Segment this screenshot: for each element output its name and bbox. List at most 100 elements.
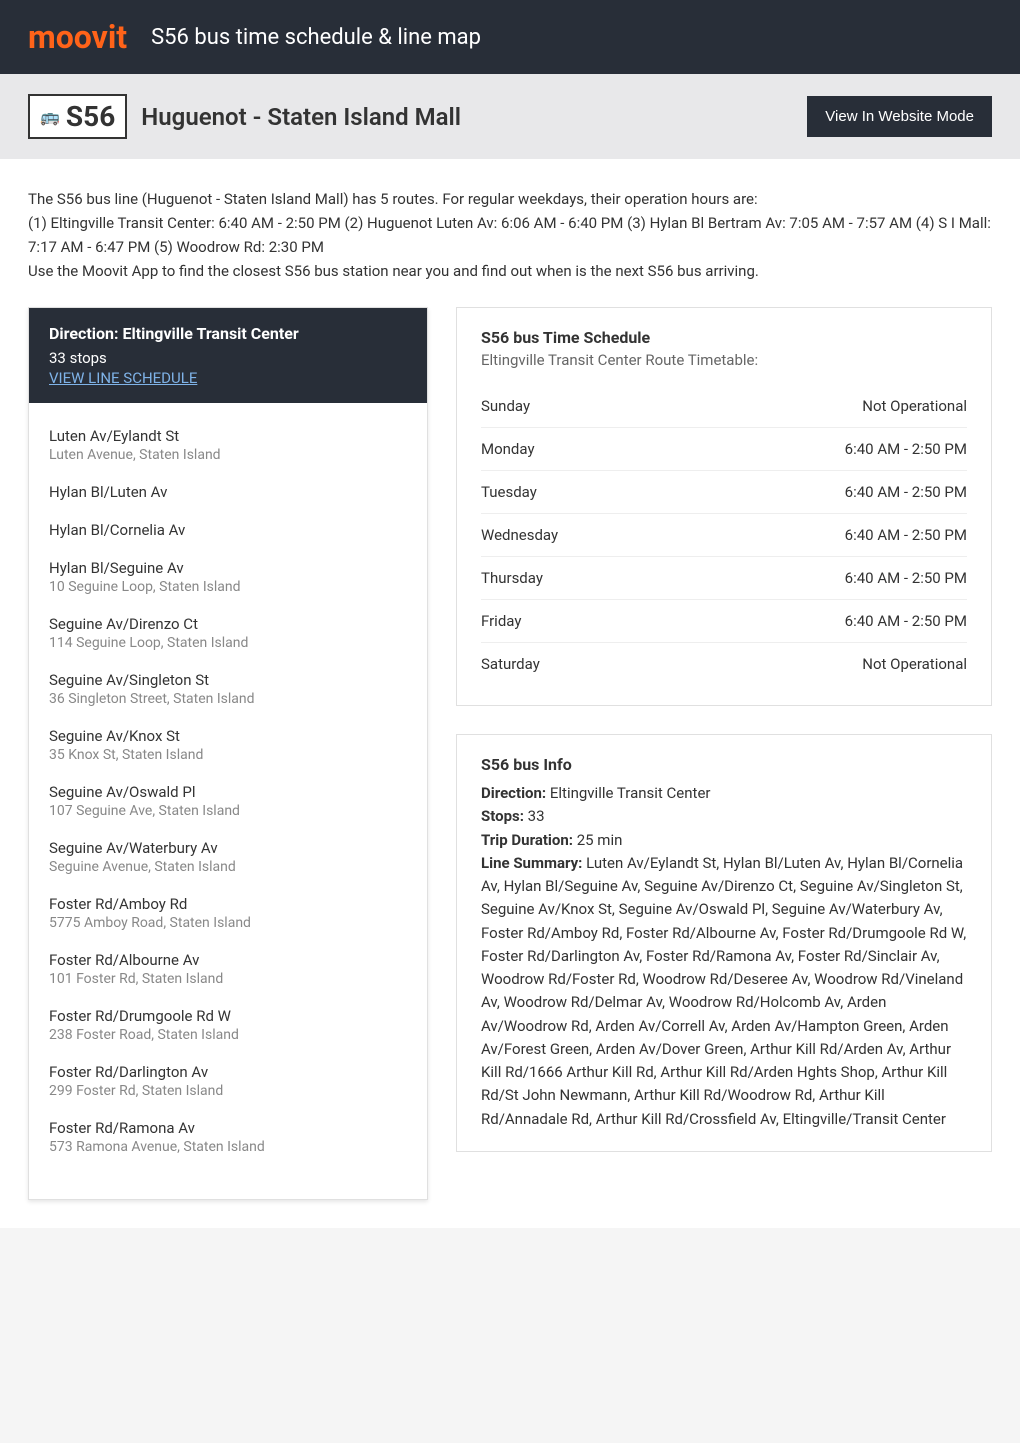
moovit-logo: moovit	[28, 18, 127, 56]
schedule-row: Wednesday 6:40 AM - 2:50 PM	[481, 514, 967, 557]
stop-address: 238 Foster Road, Staten Island	[49, 1027, 407, 1043]
schedule-day: Saturday	[481, 655, 540, 673]
stop-name: Foster Rd/Amboy Rd	[49, 895, 407, 913]
main-content: Direction: Eltingville Transit Center 33…	[0, 307, 1020, 1228]
stop-item: Foster Rd/Darlington Av 299 Foster Rd, St…	[49, 1063, 407, 1099]
schedule-card: S56 bus Time Schedule Eltingville Transi…	[456, 307, 992, 706]
info-summary-label: Line Summary:	[481, 854, 582, 872]
stop-item: Seguine Av/Direnzo Ct 114 Seguine Loop, S…	[49, 615, 407, 651]
stop-item: Foster Rd/Drumgoole Rd W 238 Foster Road,…	[49, 1007, 407, 1043]
stop-item: Hylan Bl/Luten Av	[49, 483, 407, 501]
direction-title: Direction: Eltingville Transit Center	[49, 324, 407, 343]
bus-icon: 🚌	[40, 107, 60, 126]
stop-address: 36 Singleton Street, Staten Island	[49, 691, 407, 707]
stop-address: 35 Knox St, Staten Island	[49, 747, 407, 763]
stop-name: Foster Rd/Drumgoole Rd W	[49, 1007, 407, 1025]
schedule-day: Tuesday	[481, 483, 537, 501]
route-badge: 🚌 S56 Huguenot - Staten Island Mall	[28, 94, 461, 139]
schedule-row: Friday 6:40 AM - 2:50 PM	[481, 600, 967, 643]
route-box: 🚌 S56	[28, 94, 127, 139]
stop-address: 5775 Amboy Road, Staten Island	[49, 915, 407, 931]
info-direction-value: Eltingville Transit Center	[546, 784, 710, 802]
schedule-row: Saturday Not Operational	[481, 643, 967, 685]
schedule-hours: 6:40 AM - 2:50 PM	[845, 440, 967, 458]
info-stops-value: 33	[524, 807, 545, 825]
schedule-hours: Not Operational	[862, 655, 967, 673]
schedule-row: Monday 6:40 AM - 2:50 PM	[481, 428, 967, 471]
schedule-day: Sunday	[481, 397, 530, 415]
right-column: S56 bus Time Schedule Eltingville Transi…	[456, 307, 992, 1200]
route-number: S56	[66, 100, 115, 133]
logo-text: moovit	[28, 18, 127, 56]
stop-name: Seguine Av/Waterbury Av	[49, 839, 407, 857]
info-duration: Trip Duration: 25 min	[481, 829, 967, 852]
stop-address: 114 Seguine Loop, Staten Island	[49, 635, 407, 651]
stop-item: Foster Rd/Amboy Rd 5775 Amboy Road, State…	[49, 895, 407, 931]
stop-name: Seguine Av/Direnzo Ct	[49, 615, 407, 633]
description-line-3: Use the Moovit App to find the closest S…	[28, 259, 992, 283]
stop-name: Hylan Bl/Luten Av	[49, 483, 407, 501]
stop-name: Hylan Bl/Cornelia Av	[49, 521, 407, 539]
stop-address: 573 Ramona Avenue, Staten Island	[49, 1139, 407, 1155]
info-card: S56 bus Info Direction: Eltingville Tran…	[456, 734, 992, 1152]
direction-header: Direction: Eltingville Transit Center 33…	[29, 308, 427, 403]
stop-item: Hylan Bl/Seguine Av 10 Seguine Loop, Stat…	[49, 559, 407, 595]
schedule-day: Wednesday	[481, 526, 558, 544]
info-duration-label: Trip Duration:	[481, 831, 573, 849]
stop-item: Foster Rd/Albourne Av 101 Foster Rd, Stat…	[49, 951, 407, 987]
info-direction: Direction: Eltingville Transit Center	[481, 782, 967, 805]
schedule-hours: 6:40 AM - 2:50 PM	[845, 569, 967, 587]
left-column: Direction: Eltingville Transit Center 33…	[28, 307, 428, 1200]
stop-name: Hylan Bl/Seguine Av	[49, 559, 407, 577]
schedule-hours: Not Operational	[862, 397, 967, 415]
stop-name: Seguine Av/Oswald Pl	[49, 783, 407, 801]
stop-address: 299 Foster Rd, Staten Island	[49, 1083, 407, 1099]
stops-count: 33 stops	[49, 349, 407, 367]
stop-item: Seguine Av/Oswald Pl 107 Seguine Ave, Sta…	[49, 783, 407, 819]
info-stops: Stops: 33	[481, 805, 967, 828]
stop-name: Luten Av/Eylandt St	[49, 427, 407, 445]
view-schedule-link[interactable]: VIEW LINE SCHEDULE	[49, 369, 197, 387]
stop-item: Seguine Av/Waterbury Av Seguine Avenue, S…	[49, 839, 407, 875]
stop-name: Seguine Av/Singleton St	[49, 671, 407, 689]
schedule-row: Thursday 6:40 AM - 2:50 PM	[481, 557, 967, 600]
view-website-button[interactable]: View In Website Mode	[807, 96, 992, 137]
route-banner: 🚌 S56 Huguenot - Staten Island Mall View…	[0, 74, 1020, 159]
stop-name: Foster Rd/Darlington Av	[49, 1063, 407, 1081]
stop-item: Seguine Av/Knox St 35 Knox St, Staten Isl…	[49, 727, 407, 763]
description-line-1: The S56 bus line (Huguenot - Staten Isla…	[28, 187, 992, 211]
schedule-day: Thursday	[481, 569, 543, 587]
stop-address: Luten Avenue, Staten Island	[49, 447, 407, 463]
page-header: moovit S56 bus time schedule & line map	[0, 0, 1020, 74]
info-summary-value: Luten Av/Eylandt St, Hylan Bl/Luten Av, …	[481, 854, 966, 1128]
direction-card: Direction: Eltingville Transit Center 33…	[28, 307, 428, 1200]
stop-name: Foster Rd/Ramona Av	[49, 1119, 407, 1137]
description-line-2: (1) Eltingville Transit Center: 6:40 AM …	[28, 211, 992, 259]
info-stops-label: Stops:	[481, 807, 524, 825]
schedule-day: Monday	[481, 440, 535, 458]
schedule-title: S56 bus Time Schedule	[481, 328, 967, 347]
stop-name: Seguine Av/Knox St	[49, 727, 407, 745]
route-description: The S56 bus line (Huguenot - Staten Isla…	[0, 159, 1020, 307]
schedule-row: Sunday Not Operational	[481, 385, 967, 428]
schedule-hours: 6:40 AM - 2:50 PM	[845, 483, 967, 501]
stop-item: Seguine Av/Singleton St 36 Singleton Stre…	[49, 671, 407, 707]
schedule-subtitle: Eltingville Transit Center Route Timetab…	[481, 351, 967, 369]
schedule-hours: 6:40 AM - 2:50 PM	[845, 526, 967, 544]
stops-list: Luten Av/Eylandt St Luten Avenue, Staten …	[29, 403, 427, 1199]
info-summary: Line Summary: Luten Av/Eylandt St, Hylan…	[481, 852, 967, 1131]
stop-address: 107 Seguine Ave, Staten Island	[49, 803, 407, 819]
schedule-hours: 6:40 AM - 2:50 PM	[845, 612, 967, 630]
stop-item: Luten Av/Eylandt St Luten Avenue, Staten …	[49, 427, 407, 463]
page-title: S56 bus time schedule & line map	[151, 25, 481, 50]
info-title: S56 bus Info	[481, 755, 967, 774]
info-duration-value: 25 min	[573, 831, 622, 849]
stop-address: 101 Foster Rd, Staten Island	[49, 971, 407, 987]
stop-address: Seguine Avenue, Staten Island	[49, 859, 407, 875]
stop-item: Hylan Bl/Cornelia Av	[49, 521, 407, 539]
stop-name: Foster Rd/Albourne Av	[49, 951, 407, 969]
info-direction-label: Direction:	[481, 784, 546, 802]
stop-address: 10 Seguine Loop, Staten Island	[49, 579, 407, 595]
schedule-day: Friday	[481, 612, 521, 630]
schedule-row: Tuesday 6:40 AM - 2:50 PM	[481, 471, 967, 514]
